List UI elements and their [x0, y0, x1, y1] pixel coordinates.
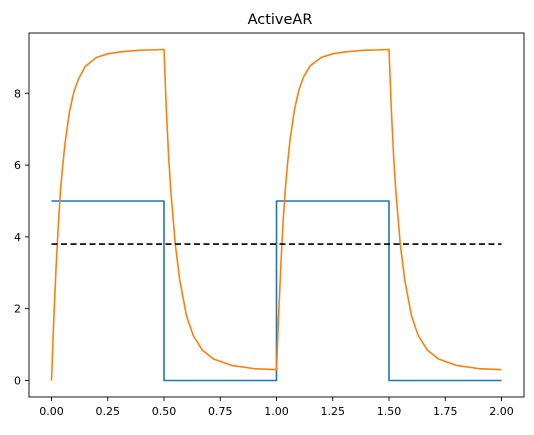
x-tick-label: 0.50 — [152, 405, 177, 418]
y-tick-label: 4 — [14, 231, 21, 244]
x-tick-label: 0.00 — [39, 405, 64, 418]
x-tick-label: 1.00 — [264, 405, 289, 418]
series-line-1 — [51, 200, 502, 382]
x-tick-label: 1.75 — [433, 405, 458, 418]
x-tick-label: 0.75 — [208, 405, 233, 418]
x-tick-label: 1.50 — [377, 405, 402, 418]
axes: 0.00 0.25 0.50 0.75 1.00 1.25 1.50 1.75 2.00 0 2 4 6… — [14, 32, 525, 418]
x-tick-label: 1.25 — [321, 405, 346, 418]
y-tick-label: 0 — [14, 374, 21, 387]
plot-series — [50, 48, 502, 382]
y-tick-label: 2 — [14, 303, 21, 316]
series-line-2 — [50, 48, 502, 381]
x-tick-label: 0.25 — [96, 405, 121, 418]
y-tick-label: 8 — [14, 87, 21, 100]
chart-title: ActiveAR — [248, 12, 313, 28]
x-tick-label: 2.00 — [489, 405, 514, 418]
y-tick-label: 6 — [14, 159, 21, 172]
